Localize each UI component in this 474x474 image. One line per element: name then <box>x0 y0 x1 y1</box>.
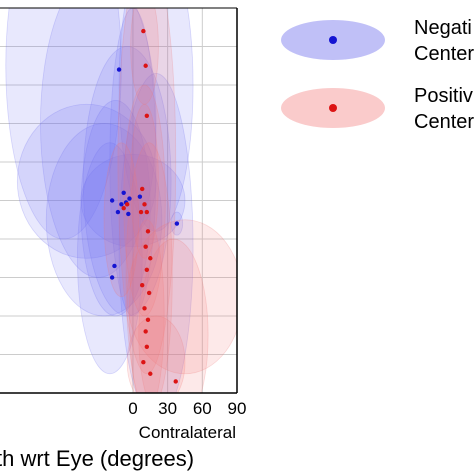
neg-point <box>109 198 115 203</box>
neg-point <box>121 190 126 195</box>
pos-point <box>124 202 130 207</box>
x-tick-labels: 0 30 60 90 <box>128 399 246 418</box>
x-tick-label: 0 <box>128 399 137 418</box>
pos-point <box>144 113 150 119</box>
neg-point <box>112 263 117 269</box>
legend-label-positive-line2: Center <box>414 111 474 133</box>
x-axis-note: Contralateral <box>139 423 236 442</box>
pos-point <box>148 256 153 261</box>
legend-label-positive: Positiv <box>414 85 473 107</box>
pos-ellipse <box>103 142 140 298</box>
neg-point <box>116 67 122 72</box>
legend-marker-positive <box>329 104 337 112</box>
pos-ellipse <box>126 315 186 393</box>
pos-ellipse <box>130 103 159 259</box>
neg-ellipse <box>118 8 194 232</box>
pos-ellipse <box>117 8 177 375</box>
neg-point <box>115 209 121 215</box>
pos-point <box>143 244 148 249</box>
neg-point <box>174 221 180 226</box>
pos-point <box>141 360 146 365</box>
point-layer <box>109 28 180 384</box>
pos-point <box>146 290 152 296</box>
pos-ellipse <box>129 219 165 393</box>
pos-point <box>173 379 178 384</box>
pos-ellipse <box>138 238 209 393</box>
pos-point <box>145 229 151 234</box>
legend-marker-negative <box>329 36 337 44</box>
pos-point <box>143 329 148 334</box>
neg-ellipse <box>109 8 157 317</box>
neg-ellipse <box>118 73 194 393</box>
legend-item-negative: Negati Center <box>281 17 474 65</box>
plot-frame <box>0 7 238 394</box>
pos-point <box>144 209 150 215</box>
pos-point <box>143 63 148 68</box>
pos-point <box>141 28 146 34</box>
legend-label-negative: Negati <box>414 17 472 39</box>
legend: Negati Center Positiv Center <box>281 17 474 133</box>
x-tick-label: 60 <box>193 399 212 418</box>
pos-ellipse <box>123 84 166 317</box>
pos-ellipse <box>126 219 237 375</box>
ellipse-layer <box>5 8 237 393</box>
neg-ellipse <box>80 99 151 317</box>
pos-point <box>138 209 144 215</box>
neg-point <box>126 211 131 217</box>
x-tick-label: 90 <box>228 399 247 418</box>
neg-point <box>109 275 115 280</box>
x-axis-label: th wrt Eye (degrees) <box>0 446 194 471</box>
neg-point <box>119 202 124 207</box>
pos-ellipse <box>125 142 173 393</box>
legend-label-negative-line2: Center <box>414 43 474 65</box>
neg-ellipse <box>5 8 122 240</box>
pos-point <box>148 371 153 376</box>
neg-point <box>127 196 132 201</box>
pos-point <box>140 283 145 288</box>
neg-ellipse <box>80 153 186 248</box>
neg-point <box>137 194 143 199</box>
pos-point <box>144 267 150 272</box>
pos-point <box>121 206 126 211</box>
pos-point <box>142 202 147 207</box>
legend-item-positive: Positiv Center <box>281 85 474 133</box>
neg-ellipse <box>40 8 157 278</box>
neg-ellipse <box>82 46 172 317</box>
grid-lines <box>0 8 238 393</box>
neg-ellipse <box>45 123 163 317</box>
pos-point <box>142 306 147 311</box>
pos-point <box>144 344 150 349</box>
pos-ellipse <box>130 8 159 105</box>
pos-point <box>140 186 145 192</box>
pos-point <box>145 317 151 323</box>
x-tick-label: 30 <box>158 399 177 418</box>
neg-ellipse <box>16 103 157 259</box>
